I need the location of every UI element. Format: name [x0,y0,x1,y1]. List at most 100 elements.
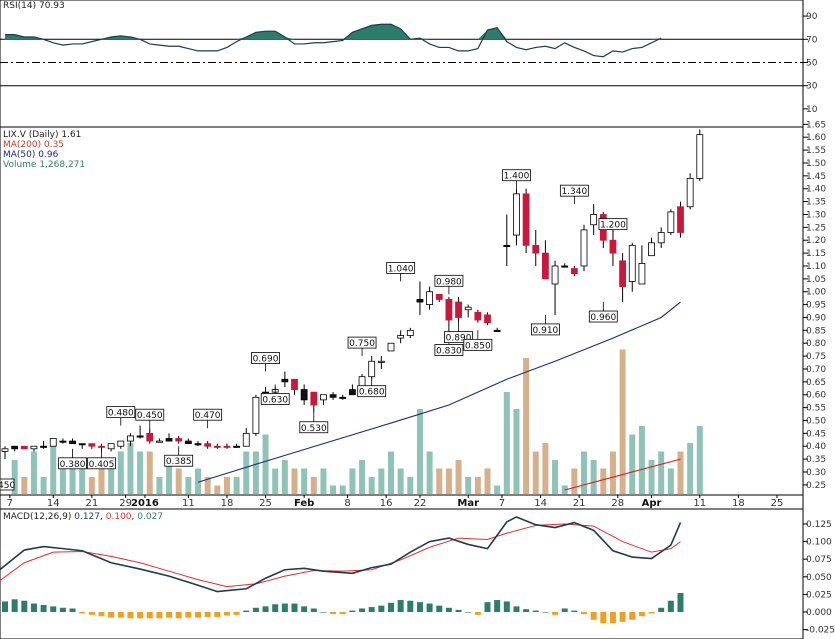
annotation-box [164,454,194,467]
annotation-label: 1.400 [504,172,530,182]
macd-histogram-bar [127,612,134,619]
volume-bar [233,477,240,494]
volume-bar [146,451,153,494]
macd-panel [0,508,804,639]
price-tick-label: 0.25 [806,481,826,491]
x-tick-label: 21 [85,498,98,509]
annotation-box [531,323,560,336]
candle-body [49,438,57,447]
macd-histogram-bar [619,612,626,622]
price-tick-label: 1.50 [806,159,826,169]
volume-bar [368,477,375,494]
volume-bar [494,485,501,494]
annotation-label: 0.750 [349,339,375,349]
x-tick-label: 16 [380,498,393,509]
volume-bar [50,443,57,494]
macd-histogram-bar [204,612,211,617]
rsi-tick-label: 70 [806,35,818,45]
rsi-tick-label: 30 [806,82,818,92]
macd-histogram-bar [416,602,423,612]
candle-body [40,445,47,448]
volume-bar [214,485,221,494]
volume-bar [98,468,105,494]
rsi-legend: RSI(14) 70.93 [3,1,65,11]
volume-bar [359,460,366,494]
annotation-box [444,331,473,344]
macd-histogram-bar [590,612,597,620]
macd-histogram-bar [69,608,76,612]
volume-bar [445,468,452,494]
annotation-label: 0.450 [137,411,163,421]
ma200-line [564,458,681,491]
candle-body [175,438,183,442]
ma50-legend: MA(50) 0.96 [3,150,59,160]
macd-histogram-bar [465,612,472,613]
x-tick-label: 21 [573,498,586,509]
volume-bar [21,477,28,494]
volume-bar [108,460,115,494]
macd-histogram-bar [320,612,327,613]
volume-bar [503,392,510,494]
volume-bar [79,468,86,494]
macd-histogram-bar [552,612,559,615]
volume-bar [185,477,192,494]
annotation-box [135,408,165,421]
rsi-value: 70.93 [38,1,65,11]
annotation-label: 0.630 [262,395,288,405]
x-tick-label: Mar [457,498,479,509]
annotation-label: 0.380 [60,460,86,470]
candle-body [677,206,684,233]
volume-bar [40,477,47,494]
annotation-box [434,274,464,287]
candle-body [551,265,559,285]
candle-body [348,389,356,396]
macd-label: MACD(12,26,9) [3,512,72,522]
volume-bar [166,460,173,494]
candle-body [136,435,144,438]
annotation-label: 0.480 [108,409,134,419]
macd-histogram-bar [503,601,510,612]
candle-body [532,244,540,254]
x-tick-label: 18 [732,498,745,509]
annotation-box [463,338,493,351]
volume-bar [117,451,124,494]
histogram-value: 0.027 [137,512,164,522]
x-tick-label: 25 [771,498,784,509]
annotation-label: 0.470 [195,411,221,421]
x-tick-label: 2016 [131,498,159,509]
macd-histogram-bar [667,600,674,612]
ma200-legend: MA(200) 0.35 [3,140,65,150]
x-tick-label: 11 [182,498,195,509]
macd-value: 0.127 [74,512,100,522]
candle-body [320,394,327,401]
annotation-label: 1.200 [600,221,626,231]
candle-body [406,329,414,336]
macd-histogram-bar [301,606,308,612]
annotation-box [0,478,15,491]
candle-body [696,134,704,179]
candle-body [20,445,28,450]
annotation-label: 0.530 [301,424,327,434]
price-tick-label: 1.40 [806,185,826,195]
annotation-box [386,262,416,274]
volume-bar [638,426,645,494]
annotation-label: 1.040 [388,264,414,274]
volume-bar [667,468,674,494]
macd-histogram-bar [359,608,366,612]
price-tick-label: 1.30 [806,210,826,220]
x-axis-band [0,494,804,510]
macd-histogram-bar [648,612,655,614]
candle-body [30,445,38,450]
macd-histogram-bar [30,603,37,612]
volume-bar [11,460,18,494]
candle-body [387,342,395,352]
annotation-label: 0.960 [590,313,616,323]
x-tick-label: Apr [642,498,662,509]
macd-histogram-bar [638,612,645,617]
macd-histogram-bar [281,603,288,612]
candle-body [184,440,192,445]
volume-bar [195,468,201,494]
macd-histogram-bar [368,607,375,612]
candle-body [628,244,636,282]
volume-bar [262,434,269,494]
